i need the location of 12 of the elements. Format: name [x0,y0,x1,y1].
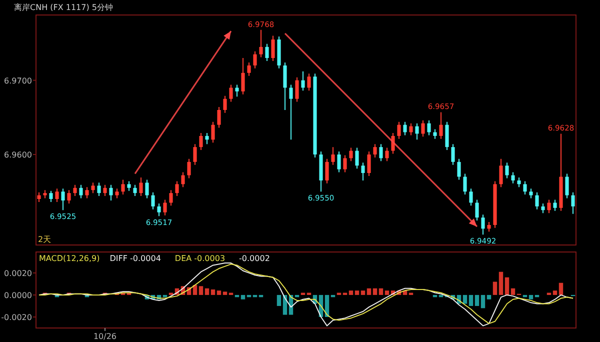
annotation: DIFF -0.0004 [110,254,161,263]
y-tick-label: -0.0020 [1,312,32,322]
x-tick-label: 10/26 [93,332,117,341]
annotation: 2天 [38,235,52,244]
annotation: -0.0002 [239,254,270,263]
y-tick-label: 6.9600 [4,150,32,160]
chart-title: MACD(12,26,9) [39,254,100,263]
annotation: DEA -0.0003 [174,254,226,263]
y-tick-label: 6.9700 [4,76,32,86]
y-tick-label: 0.0000 [4,290,32,300]
y-tick-label: 0.0020 [4,268,32,278]
chart-title: 离岸CNH (FX 1117) 5分钟 [14,3,113,12]
